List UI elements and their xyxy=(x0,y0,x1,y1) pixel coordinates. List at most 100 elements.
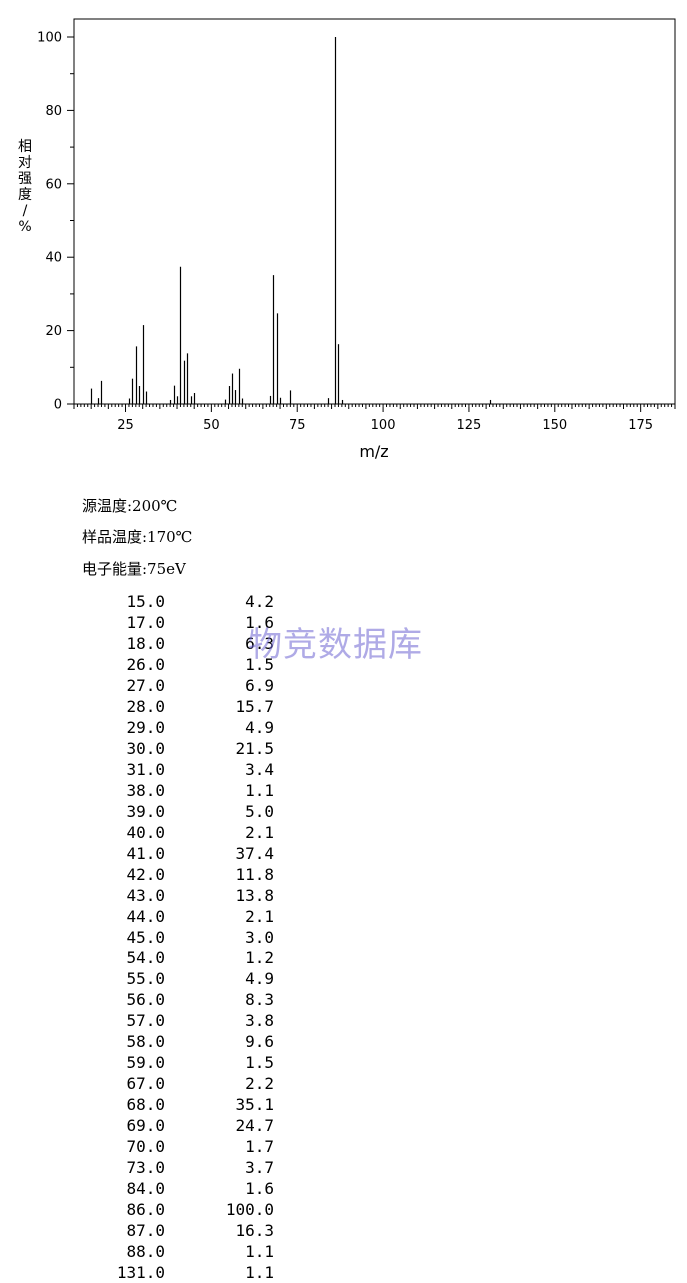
peak-intensity: 1.6 xyxy=(245,1179,274,1199)
peak-row: 45.0 3.0 xyxy=(0,927,300,948)
y-tick-label: 40 xyxy=(45,251,62,266)
peak-row: 84.0 1.6 xyxy=(0,1178,300,1199)
peak-intensity: 5.0 xyxy=(245,801,274,821)
peak-mz: 86.0 xyxy=(126,1200,165,1220)
peak-row: 67.0 2.2 xyxy=(0,1073,300,1094)
peak-mz: 15.0 xyxy=(126,592,165,611)
peak-mz: 28.0 xyxy=(126,696,165,716)
peak-row: 70.0 1.7 xyxy=(0,1136,300,1157)
peak-row: 40.0 2.1 xyxy=(0,822,300,843)
peak-intensity: 2.2 xyxy=(245,1074,274,1094)
sample-temperature: 样品温度:170℃ xyxy=(82,528,193,546)
electron-energy: 电子能量:75eV xyxy=(82,560,186,578)
peak-intensity: 37.4 xyxy=(235,843,274,863)
watermark-text: 物竞数据库 xyxy=(248,625,423,665)
peak-row: 69.0 24.7 xyxy=(0,1115,300,1136)
peak-row: 57.0 3.8 xyxy=(0,1010,300,1031)
x-tick-label: 100 xyxy=(371,418,396,433)
peak-row: 29.0 4.9 xyxy=(0,717,300,738)
spectrum-peaks xyxy=(90,37,492,404)
peak-mz: 56.0 xyxy=(126,990,165,1010)
peak-mz: 40.0 xyxy=(126,822,165,842)
peak-row: 28.0 15.7 xyxy=(0,696,300,717)
peak-row: 44.0 2.1 xyxy=(0,906,300,927)
peak-mz: 17.0 xyxy=(126,612,165,632)
peak-intensity: 15.7 xyxy=(235,696,274,716)
x-axis-ticks: 25 50 75 100 125 150 175 xyxy=(117,418,653,433)
y-tick-label: 0 xyxy=(54,398,62,413)
peak-mz: 55.0 xyxy=(126,969,165,989)
y-axis-ticks: 0 20 40 60 80 100 xyxy=(37,31,74,413)
peak-intensity: 21.5 xyxy=(235,738,274,758)
peak-row: 58.0 9.6 xyxy=(0,1031,300,1052)
peak-intensity: 6.9 xyxy=(245,675,274,695)
y-tick-label: 80 xyxy=(45,104,62,119)
peak-intensity: 2.1 xyxy=(245,822,274,842)
peak-intensity: 16.3 xyxy=(235,1221,274,1241)
x-minor-ticks xyxy=(73,404,676,412)
peak-row: 56.0 8.3 xyxy=(0,989,300,1010)
peak-row: 55.0 4.9 xyxy=(0,968,300,989)
peak-mz: 84.0 xyxy=(126,1179,165,1199)
peak-intensity: 24.7 xyxy=(235,1116,274,1136)
peak-intensity: 1.1 xyxy=(245,780,274,800)
peak-intensity: 2.1 xyxy=(245,906,274,926)
y-axis-label: 相对强度/% xyxy=(18,139,32,235)
peak-intensity: 100.0 xyxy=(225,1200,274,1220)
peak-row: 18.0 6.3 xyxy=(0,633,300,654)
peak-row: 54.0 1.2 xyxy=(0,947,300,968)
peak-mz: 30.0 xyxy=(126,738,165,758)
peak-mz: 88.0 xyxy=(126,1242,165,1262)
peak-row: 59.0 1.5 xyxy=(0,1052,300,1073)
x-tick-label: 150 xyxy=(542,418,567,433)
peak-row: 27.0 6.9 xyxy=(0,675,300,696)
peak-mz: 41.0 xyxy=(126,843,165,863)
peak-mz: 87.0 xyxy=(126,1221,165,1241)
x-tick-label: 75 xyxy=(289,418,306,433)
peak-mz: 38.0 xyxy=(126,780,165,800)
peak-intensity: 9.6 xyxy=(245,1032,274,1052)
peak-mz: 31.0 xyxy=(126,759,165,779)
peak-row: 39.0 5.0 xyxy=(0,801,300,822)
peak-intensity: 3.0 xyxy=(245,927,274,947)
peak-intensity: 1.5 xyxy=(245,1053,274,1073)
peak-mz: 73.0 xyxy=(126,1158,165,1178)
peak-row: 41.0 37.4 xyxy=(0,843,300,864)
peak-mz: 29.0 xyxy=(126,717,165,737)
y-tick-label: 60 xyxy=(45,177,62,192)
x-tick-label: 25 xyxy=(117,418,134,433)
peak-row: 73.0 3.7 xyxy=(0,1157,300,1178)
peak-mz: 26.0 xyxy=(126,654,165,674)
peak-mz: 39.0 xyxy=(126,801,165,821)
peak-row: 42.0 11.8 xyxy=(0,864,300,885)
peak-row: 31.0 3.4 xyxy=(0,759,300,780)
peak-row: 86.0 100.0 xyxy=(0,1199,300,1220)
peak-row: 26.0 1.5 xyxy=(0,654,300,675)
peak-row: 68.0 35.1 xyxy=(0,1094,300,1115)
peak-intensity: 1.6 xyxy=(245,612,274,632)
peak-intensity: 1.5 xyxy=(245,654,274,674)
peak-mz: 43.0 xyxy=(126,885,165,905)
peak-mz: 58.0 xyxy=(126,1032,165,1052)
peak-intensity: 8.3 xyxy=(245,990,274,1010)
peak-mz: 67.0 xyxy=(126,1074,165,1094)
x-axis-label: m/z xyxy=(359,442,388,461)
y-tick-label: 100 xyxy=(37,31,62,46)
peak-mz: 44.0 xyxy=(126,906,165,926)
peak-mz: 18.0 xyxy=(126,633,165,653)
y-tick-label: 20 xyxy=(45,324,62,339)
peak-intensity: 1.7 xyxy=(245,1137,274,1157)
peak-mz: 59.0 xyxy=(126,1053,165,1073)
peak-row: 17.0 1.6 xyxy=(0,612,300,633)
peak-intensity: 6.3 xyxy=(245,633,274,653)
peak-row: 38.0 1.1 xyxy=(0,780,300,801)
source-temperature: 源温度:200℃ xyxy=(82,497,178,515)
peak-mz: 57.0 xyxy=(126,1011,165,1031)
peak-intensity: 1.2 xyxy=(245,948,274,968)
peak-mz: 54.0 xyxy=(126,948,165,968)
peak-row: 131.0 1.1 xyxy=(0,1262,300,1283)
peak-row: 30.0 21.5 xyxy=(0,738,300,759)
peak-mz: 69.0 xyxy=(126,1116,165,1136)
peak-intensity: 4.2 xyxy=(245,592,274,611)
peak-intensity: 3.8 xyxy=(245,1011,274,1031)
